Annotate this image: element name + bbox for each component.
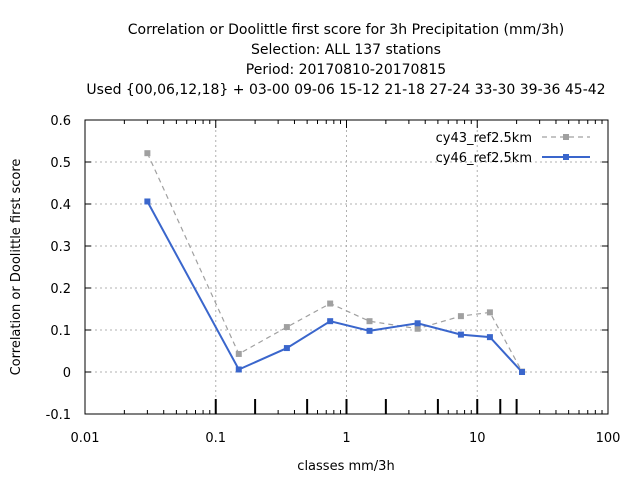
data-point bbox=[414, 320, 421, 327]
title-line-4: Used {00,06,12,18} + 03-00 09-06 15-12 2… bbox=[86, 82, 605, 98]
title-line-2: Selection: ALL 137 stations bbox=[251, 42, 441, 58]
data-point bbox=[144, 198, 151, 205]
y-tick-label: 0.4 bbox=[50, 198, 71, 213]
y-tick-label: 0.5 bbox=[50, 156, 71, 171]
legend-label: cy46_ref2.5km bbox=[436, 151, 532, 166]
data-point bbox=[486, 334, 493, 341]
series-1 bbox=[144, 150, 526, 375]
title-line-3: Period: 20170810-20170815 bbox=[246, 62, 446, 78]
legend-label: cy43_ref2.5km bbox=[436, 131, 532, 146]
x-tick-label: 10 bbox=[469, 431, 486, 446]
y-tick-label: 0.3 bbox=[50, 240, 71, 255]
data-point bbox=[519, 369, 526, 375]
series-line bbox=[146, 201, 523, 373]
data-point bbox=[414, 325, 421, 332]
legend: cy43_ref2.5km cy46_ref2.5km bbox=[436, 131, 590, 166]
y-tick-label: 0.2 bbox=[50, 282, 71, 297]
x-tick-label: 100 bbox=[596, 431, 621, 446]
data-point bbox=[327, 318, 334, 325]
series-2 bbox=[144, 198, 526, 375]
title-line-1: Correlation or Doolittle first score for… bbox=[128, 22, 565, 38]
chart-title: Correlation or Doolittle first score for… bbox=[86, 22, 605, 98]
x-tick-label: 1 bbox=[342, 431, 350, 446]
data-point bbox=[144, 150, 151, 157]
data-point bbox=[327, 300, 334, 307]
x-tick-label: 0.01 bbox=[71, 431, 100, 446]
grid-lines bbox=[85, 120, 608, 414]
legend-marker bbox=[563, 154, 569, 160]
x-tick-labels: 0.01 0.1 1 10 100 bbox=[71, 431, 621, 446]
y-tick-labels: -0.1 0 0.1 0.2 0.3 0.4 0.5 0.6 bbox=[46, 114, 71, 423]
x-tick-label: 0.1 bbox=[205, 431, 226, 446]
data-point bbox=[366, 318, 373, 325]
x-axis-label: classes mm/3h bbox=[297, 459, 394, 474]
axis-ticks bbox=[84, 119, 608, 415]
series-layer bbox=[144, 150, 526, 375]
data-point bbox=[457, 331, 464, 338]
data-point bbox=[366, 327, 373, 334]
y-tick-label: 0 bbox=[63, 366, 71, 381]
data-point bbox=[457, 313, 464, 320]
data-point bbox=[283, 345, 290, 352]
data-point bbox=[235, 366, 242, 373]
y-axis-label: Correlation or Doolittle first score bbox=[9, 159, 24, 376]
y-tick-label: 0.1 bbox=[50, 324, 71, 339]
data-point bbox=[235, 350, 242, 357]
y-tick-label: 0.6 bbox=[50, 114, 71, 129]
series-line bbox=[146, 152, 523, 372]
data-point bbox=[486, 309, 493, 316]
legend-marker bbox=[563, 134, 569, 140]
data-point bbox=[283, 324, 290, 331]
y-tick-label: -0.1 bbox=[46, 408, 71, 423]
